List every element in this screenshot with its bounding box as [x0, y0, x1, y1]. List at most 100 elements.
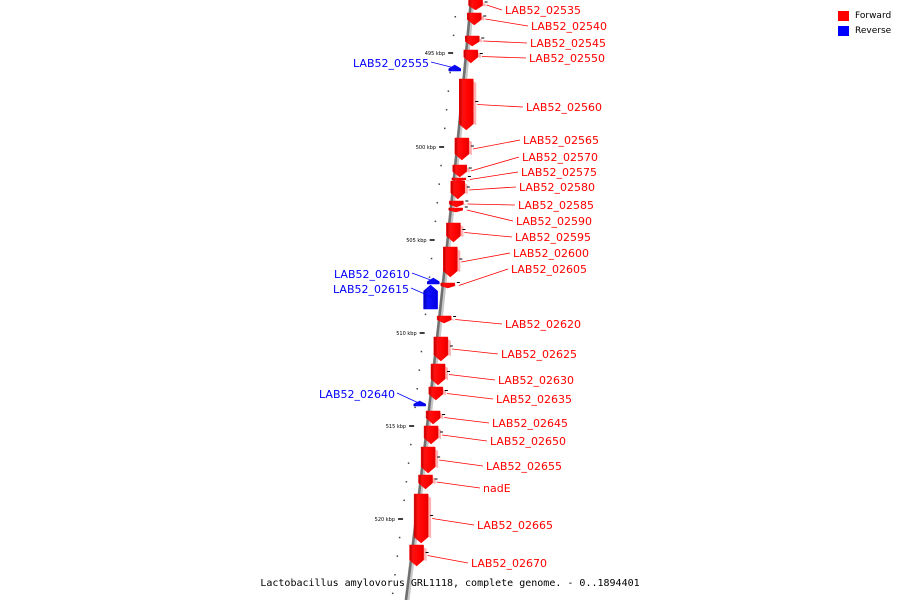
gene-lab52-02625-leader — [451, 348, 499, 355]
gene-lab52-02655-leader — [439, 459, 484, 467]
gene-lab52-02575[interactable] — [451, 177, 467, 182]
gene-lab52-02650-shade — [438, 428, 442, 439]
minor-tick — [445, 109, 448, 111]
gene-lab52-02570[interactable] — [452, 164, 467, 178]
gene-lab52-02615[interactable] — [423, 284, 438, 310]
gene-lab52-02650[interactable] — [423, 425, 439, 445]
gene-lab52-02645-shade — [440, 413, 444, 420]
gene-lab52-02630-label[interactable]: LAB52_02630 — [498, 374, 574, 387]
gene-lab52-02550[interactable] — [463, 49, 479, 64]
gene-lab52-02575-shade — [465, 179, 469, 182]
gene-lab52-02620-label[interactable]: LAB52_02620 — [505, 318, 581, 331]
gene-lab52-02590-label[interactable]: LAB52_02590 — [516, 215, 592, 228]
gene-lab52-02545-leader — [483, 40, 528, 44]
gene-lab52-02605-label[interactable]: LAB52_02605 — [511, 263, 587, 276]
gene-lab52-02565[interactable] — [454, 137, 470, 161]
legend-label-reverse: Reverse — [855, 25, 892, 36]
gene-features — [409, 0, 488, 567]
gene-lab52-02545-shade — [479, 38, 483, 43]
gene-lab52-02570-label[interactable]: LAB52_02570 — [522, 151, 598, 164]
gene-lab52-02580-label[interactable]: LAB52_02580 — [519, 181, 595, 194]
gene-lab52-02625[interactable] — [433, 336, 449, 362]
gene-lab52-02560-label[interactable]: LAB52_02560 — [526, 101, 602, 114]
gene-lab52-02635[interactable] — [428, 386, 444, 401]
gene-lab52-02560[interactable] — [459, 78, 474, 131]
gene-lab52-02570-leader — [470, 156, 520, 172]
gene-lab52-02650-label[interactable]: LAB52_02650 — [490, 435, 566, 448]
gene-lab52-02670[interactable] — [409, 544, 424, 567]
gene-lab52-02550-label[interactable]: LAB52_02550 — [529, 52, 605, 65]
minor-tick — [447, 90, 450, 92]
gene-lab52-02635-label[interactable]: LAB52_02635 — [496, 393, 572, 406]
gene-lab52-02605-leader — [458, 268, 509, 286]
gene-lab52-02645-label[interactable]: LAB52_02645 — [492, 417, 568, 430]
gene-lab52-02605[interactable] — [440, 282, 456, 289]
minor-tick — [420, 350, 423, 353]
gene-lab52-02540[interactable] — [467, 12, 482, 26]
gene-lab52-02620-shade — [451, 318, 455, 321]
map-caption: Lactobacillus amylovorus GRL1118, comple… — [260, 578, 640, 589]
gene-lab52-02585-label[interactable]: LAB52_02585 — [518, 199, 594, 212]
minor-tick — [449, 71, 451, 74]
minor-tick — [428, 276, 431, 278]
minor-tick — [424, 313, 427, 316]
gene-lab52-02595-shade — [460, 225, 464, 237]
gene-lab52-02615-label[interactable]: LAB52_02615 — [333, 283, 409, 296]
gene-lab52-02615-leader — [410, 287, 432, 298]
minor-tick — [434, 220, 437, 223]
gene-lab52-02640-label[interactable]: LAB52_02640 — [319, 388, 395, 401]
minor-tick — [444, 127, 446, 130]
gene-lab52-02555-leader — [430, 61, 455, 69]
gene-lab52-02565-leader — [472, 139, 521, 150]
gene-lab52-02535-label[interactable]: LAB52_02535 — [505, 4, 581, 17]
gene-lab52-02600[interactable] — [443, 246, 458, 278]
gene-lab52-02595[interactable] — [446, 222, 461, 243]
minor-tick — [410, 443, 412, 446]
minor-tick — [414, 406, 416, 409]
gene-labels: LAB52_02535 LAB52_02540 LAB52_02545 LAB52_0… — [319, 4, 607, 570]
gene-lab52-02630[interactable] — [430, 363, 446, 386]
gene-lab52-02670-shade — [423, 547, 427, 561]
tick-label: 500 kbp — [416, 145, 436, 151]
gene-lab52-02555-label[interactable]: LAB52_02555 — [353, 57, 429, 70]
gene-lab52-02635-leader — [446, 393, 494, 400]
gene-lab52-02595-label[interactable]: LAB52_02595 — [515, 231, 591, 244]
legend: Forward Reverse — [838, 8, 891, 38]
gene-lab52-02655-label[interactable]: LAB52_02655 — [486, 460, 562, 473]
reverse-swatch — [838, 25, 849, 36]
gene-lab52-02560-shade — [473, 81, 477, 125]
tick-label: 520 kbp — [375, 517, 395, 523]
gene-lab52-02575-label[interactable]: LAB52_02575 — [521, 166, 597, 179]
gene-lab52-02545[interactable] — [465, 35, 480, 47]
minor-tick — [452, 34, 455, 37]
gene-nade-label[interactable]: nadE — [483, 482, 511, 495]
gene-lab52-02545-label[interactable]: LAB52_02545 — [530, 37, 606, 50]
gene-lab52-02665-label[interactable]: LAB52_02665 — [477, 519, 553, 532]
gene-lab52-02625-label[interactable]: LAB52_02625 — [501, 348, 577, 361]
gene-lab52-02540-label[interactable]: LAB52_02540 — [531, 20, 607, 33]
tick-label: 495 kbp — [425, 51, 445, 57]
gene-nade[interactable] — [418, 474, 433, 490]
gene-lab52-02625-shade — [447, 339, 451, 356]
gene-lab52-02670-label[interactable]: LAB52_02670 — [471, 557, 547, 570]
gene-lab52-02585[interactable] — [449, 200, 464, 208]
gene-lab52-02580-shade — [464, 183, 468, 194]
gene-lab52-02650-leader — [442, 434, 488, 442]
gene-lab52-02645[interactable] — [425, 410, 441, 425]
gene-lab52-02655[interactable] — [420, 446, 436, 474]
minor-tick — [438, 183, 440, 185]
gene-lab52-02665[interactable] — [413, 493, 429, 544]
gene-lab52-02620[interactable] — [436, 315, 452, 324]
gene-lab52-02590[interactable] — [448, 207, 464, 213]
gene-lab52-02610-leader — [411, 272, 434, 282]
minor-tick — [391, 592, 394, 595]
gene-lab52-02580[interactable] — [450, 180, 466, 200]
minor-tick — [403, 499, 405, 502]
gene-lab52-02590-leader — [466, 209, 514, 222]
gene-lab52-02565-label[interactable]: LAB52_02565 — [523, 134, 599, 147]
gene-lab52-02610-label[interactable]: LAB52_02610 — [334, 268, 410, 281]
gene-lab52-02600-label[interactable]: LAB52_02600 — [513, 247, 589, 260]
gene-lab52-02635-shade — [442, 389, 446, 396]
gene-lab52-02535[interactable] — [468, 0, 483, 11]
gene-nade-shade — [432, 477, 436, 484]
